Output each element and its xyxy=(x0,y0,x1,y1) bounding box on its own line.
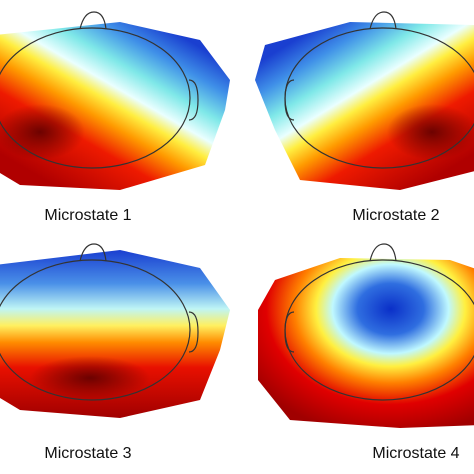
panel-label: Microstate 2 xyxy=(352,207,439,224)
topomap-1 xyxy=(0,11,230,190)
topomap-3 xyxy=(0,243,230,418)
panel-label: Microstate 1 xyxy=(44,207,131,224)
topomap-4 xyxy=(258,243,474,428)
topomap-2 xyxy=(255,11,474,190)
panel-label: Microstate 3 xyxy=(44,445,131,462)
panel-label: Microstate 4 xyxy=(372,445,459,462)
